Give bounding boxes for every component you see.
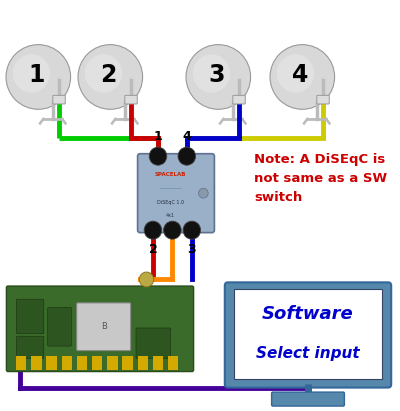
Text: 3: 3: [188, 243, 196, 256]
Text: 2: 2: [100, 63, 117, 87]
Text: Select input: Select input: [256, 346, 360, 361]
FancyBboxPatch shape: [48, 307, 71, 346]
Text: 1: 1: [28, 63, 45, 87]
FancyBboxPatch shape: [317, 95, 329, 104]
Circle shape: [139, 272, 154, 287]
FancyBboxPatch shape: [138, 356, 148, 370]
Text: ───────: ───────: [159, 187, 182, 192]
Ellipse shape: [193, 54, 230, 92]
FancyBboxPatch shape: [168, 356, 178, 370]
Text: 4: 4: [182, 130, 191, 143]
FancyBboxPatch shape: [31, 356, 42, 370]
FancyBboxPatch shape: [136, 328, 171, 358]
FancyBboxPatch shape: [16, 356, 26, 370]
Ellipse shape: [270, 45, 334, 109]
Circle shape: [164, 221, 181, 239]
FancyBboxPatch shape: [46, 356, 57, 370]
Circle shape: [144, 221, 162, 239]
Text: SPACELAB: SPACELAB: [154, 172, 186, 177]
Ellipse shape: [13, 54, 50, 92]
Ellipse shape: [6, 45, 70, 109]
Circle shape: [178, 147, 196, 165]
Text: 1: 1: [154, 130, 162, 143]
FancyBboxPatch shape: [272, 392, 344, 406]
FancyBboxPatch shape: [77, 303, 131, 351]
Text: 3: 3: [208, 63, 225, 87]
Text: Software: Software: [262, 305, 354, 323]
FancyBboxPatch shape: [122, 356, 133, 370]
Text: 4x1: 4x1: [166, 213, 175, 218]
FancyBboxPatch shape: [153, 356, 163, 370]
Ellipse shape: [277, 54, 314, 92]
FancyBboxPatch shape: [77, 356, 87, 370]
FancyBboxPatch shape: [16, 336, 44, 358]
Circle shape: [149, 147, 167, 165]
Text: B: B: [101, 322, 107, 331]
FancyBboxPatch shape: [92, 356, 102, 370]
FancyBboxPatch shape: [233, 95, 245, 104]
Circle shape: [183, 221, 201, 239]
Ellipse shape: [78, 45, 143, 109]
FancyBboxPatch shape: [234, 289, 382, 379]
Text: DiSEqC 1.0: DiSEqC 1.0: [157, 200, 184, 205]
FancyBboxPatch shape: [225, 282, 391, 388]
Text: Note: A DiSEqC is
not same as a SW
switch: Note: A DiSEqC is not same as a SW switc…: [254, 153, 387, 204]
FancyBboxPatch shape: [16, 299, 44, 334]
Text: 4: 4: [292, 63, 309, 87]
FancyBboxPatch shape: [107, 356, 118, 370]
FancyBboxPatch shape: [125, 95, 137, 104]
FancyBboxPatch shape: [53, 95, 65, 104]
Text: 2: 2: [148, 243, 157, 256]
Circle shape: [198, 188, 208, 198]
FancyBboxPatch shape: [62, 356, 72, 370]
Ellipse shape: [85, 54, 122, 92]
FancyBboxPatch shape: [138, 154, 214, 233]
FancyBboxPatch shape: [6, 286, 194, 372]
Ellipse shape: [186, 45, 251, 109]
